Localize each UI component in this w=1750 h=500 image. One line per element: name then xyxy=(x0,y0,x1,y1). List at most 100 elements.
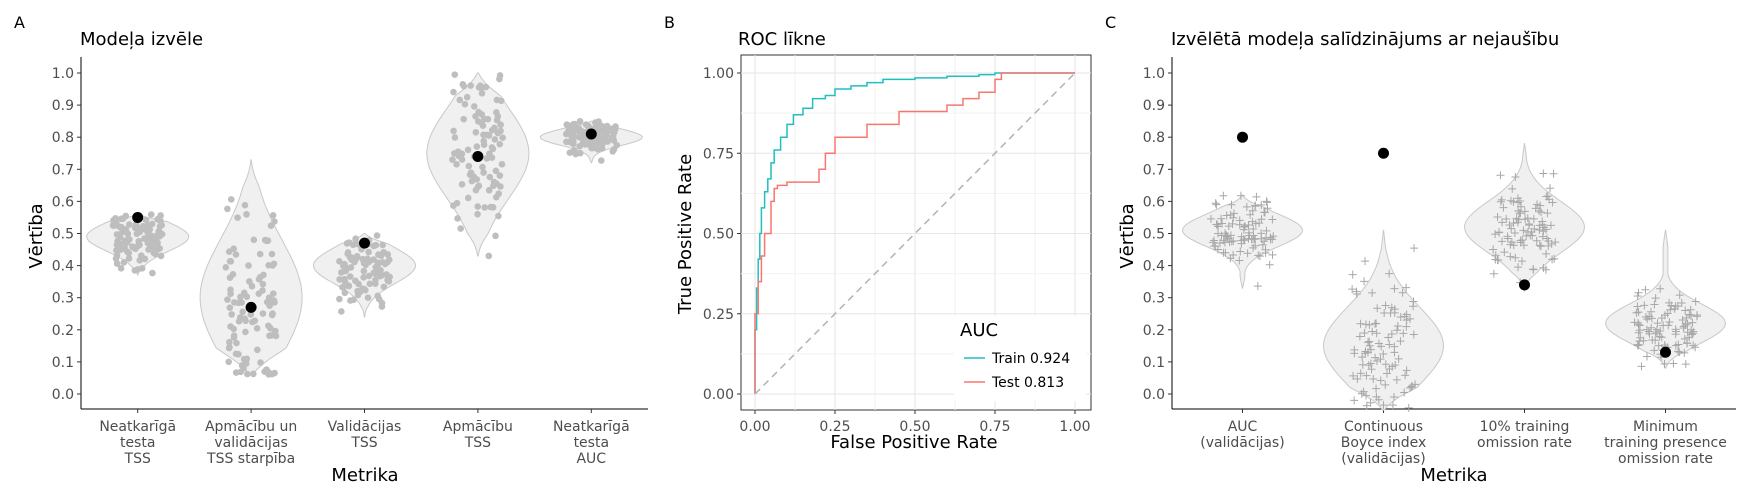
data-point xyxy=(239,308,246,316)
data-point xyxy=(1666,305,1675,314)
data-point xyxy=(138,264,146,272)
data-point xyxy=(1549,169,1558,178)
data-point xyxy=(1671,302,1680,311)
data-point xyxy=(1379,349,1388,358)
data-point xyxy=(1390,348,1399,357)
data-point xyxy=(378,303,386,310)
data-point xyxy=(1517,257,1526,266)
data-point xyxy=(1511,253,1520,262)
data-point xyxy=(1513,194,1522,203)
data-point xyxy=(338,308,345,315)
data-point xyxy=(235,350,242,358)
data-point xyxy=(1401,371,1410,380)
x-tick-label: Apmācību TSS xyxy=(443,419,513,451)
data-point xyxy=(1381,301,1390,310)
data-point xyxy=(474,203,482,210)
data-point xyxy=(1222,211,1231,220)
data-point xyxy=(1680,348,1689,357)
data-point xyxy=(1543,234,1552,243)
data-point xyxy=(575,133,583,141)
data-point xyxy=(232,369,240,376)
data-point xyxy=(226,304,234,311)
data-point xyxy=(1691,343,1700,352)
data-point xyxy=(464,146,472,154)
data-point xyxy=(125,221,133,228)
data-point xyxy=(1641,285,1650,294)
data-point xyxy=(1498,218,1507,227)
data-point xyxy=(1675,291,1684,300)
data-point xyxy=(466,171,474,179)
data-point xyxy=(1509,219,1518,228)
data-point xyxy=(336,258,343,265)
data-point xyxy=(365,248,372,256)
data-point xyxy=(378,271,386,279)
data-point xyxy=(1520,207,1529,216)
data-point xyxy=(1368,327,1377,336)
data-point xyxy=(243,211,250,218)
data-point xyxy=(489,204,497,211)
data-point xyxy=(450,202,457,209)
data-point xyxy=(1372,384,1381,393)
data-point xyxy=(472,112,479,120)
data-point xyxy=(486,150,493,158)
data-point xyxy=(135,228,143,235)
data-point xyxy=(450,127,457,135)
data-point xyxy=(1268,250,1277,259)
data-point xyxy=(339,283,347,291)
data-point xyxy=(1491,230,1500,239)
data-point xyxy=(474,210,481,218)
data-point xyxy=(1542,192,1551,201)
data-point xyxy=(1546,221,1555,230)
data-point xyxy=(1541,225,1550,234)
y-tick-label: 0.7 xyxy=(52,162,74,178)
data-point xyxy=(1507,238,1516,247)
data-point xyxy=(491,136,499,143)
data-point xyxy=(356,288,364,296)
data-point xyxy=(1367,365,1376,374)
data-point xyxy=(379,241,386,249)
data-point xyxy=(1248,206,1257,215)
data-point xyxy=(460,115,468,123)
data-point xyxy=(241,201,249,209)
data-point xyxy=(345,282,353,290)
data-point xyxy=(131,267,139,274)
data-point xyxy=(1497,237,1506,246)
y-tick-label: 0.6 xyxy=(1143,194,1165,210)
data-point xyxy=(1226,254,1235,263)
data-point xyxy=(147,211,155,218)
data-point xyxy=(1677,298,1686,307)
data-point xyxy=(365,272,373,280)
data-point xyxy=(1691,297,1700,306)
data-point xyxy=(1359,387,1368,396)
data-point xyxy=(1385,340,1394,349)
data-point xyxy=(1532,236,1541,245)
data-point xyxy=(272,332,280,340)
data-point xyxy=(360,274,367,281)
data-point xyxy=(1687,330,1696,339)
data-point xyxy=(1217,214,1226,223)
data-point xyxy=(1517,202,1526,211)
data-point xyxy=(1402,316,1411,325)
data-point xyxy=(1236,191,1245,200)
data-point xyxy=(1536,201,1545,210)
data-point xyxy=(1651,328,1660,337)
data-point xyxy=(347,264,355,271)
data-point xyxy=(1235,256,1244,265)
data-point xyxy=(1222,232,1231,241)
data-point xyxy=(355,280,362,288)
data-point xyxy=(1550,254,1559,263)
data-point xyxy=(111,219,119,227)
panel-c: C Izvēlētā modeļa salīdzinājums ar nejau… xyxy=(1105,13,1736,486)
data-point xyxy=(1258,240,1267,249)
data-point xyxy=(451,134,459,141)
data-point xyxy=(225,358,233,366)
data-point xyxy=(145,231,152,238)
data-point xyxy=(1409,302,1418,311)
data-point xyxy=(370,242,377,250)
violin-shape xyxy=(1322,229,1445,411)
data-point xyxy=(1489,245,1498,254)
data-point xyxy=(1650,346,1659,355)
data-point xyxy=(1217,231,1226,240)
data-point xyxy=(1393,326,1402,335)
data-point xyxy=(1381,380,1390,389)
